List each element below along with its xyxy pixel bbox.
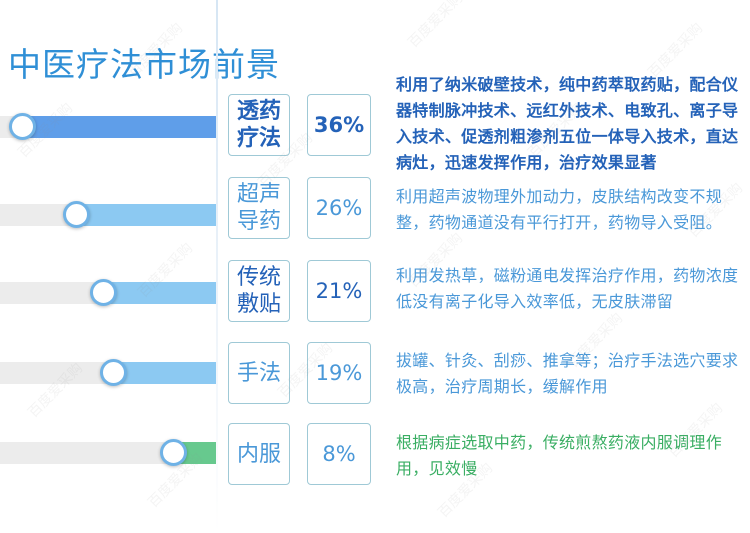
bar-knob xyxy=(160,439,187,466)
description-text: 利用了纳米破壁技术，纯中药萃取药贴，配合仪器特制脉冲技术、远红外技术、电致孔、离… xyxy=(396,75,739,172)
bar-track xyxy=(0,279,216,306)
bar-knob xyxy=(100,359,127,386)
category-name: 透药 疗法 xyxy=(236,99,281,151)
category-name: 手法 xyxy=(236,360,281,386)
category-name: 传统 敷贴 xyxy=(236,265,281,317)
bar-track xyxy=(0,359,216,386)
bar-knob xyxy=(63,201,90,228)
value-label: 8% xyxy=(307,423,371,485)
bar-fill xyxy=(76,204,216,226)
category-label: 传统 敷贴 xyxy=(228,260,290,322)
category-name: 内服 xyxy=(236,441,281,467)
bar-track xyxy=(0,201,216,228)
bar-fill xyxy=(103,282,216,304)
description-text: 根据病症选取中药，传统煎熬药液内服调理作用，见效慢 xyxy=(396,433,723,478)
description-text: 拔罐、针灸、刮痧、推拿等；治疗手法选穴要求极高，治疗周期长，缓解作用 xyxy=(396,351,739,396)
description-text: 利用发热草，磁粉通电发挥治疗作用，药物浓度低没有离子化导入效率低，无皮肤滞留 xyxy=(396,266,739,311)
value-label: 21% xyxy=(307,260,371,322)
description-text: 利用超声波物理外加动力，皮肤结构改变不规整，药物通道没有平行打开，药物导入受阻。 xyxy=(396,187,723,232)
category-label: 内服 xyxy=(228,423,290,485)
bar-fill xyxy=(113,362,216,384)
bar-knob xyxy=(90,279,117,306)
page-title: 中医疗法市场前景 xyxy=(8,45,280,84)
bar-track xyxy=(0,113,216,140)
category-name: 超声 导药 xyxy=(236,182,281,234)
category-label: 手法 xyxy=(228,342,290,404)
category-label: 透药 疗法 xyxy=(228,94,290,156)
value-label: 36% xyxy=(307,94,371,156)
bar-knob xyxy=(9,113,36,140)
bar-fill xyxy=(22,116,216,138)
value-label: 26% xyxy=(307,177,371,239)
divider-line xyxy=(216,0,218,533)
bar-track xyxy=(0,439,216,466)
category-label: 超声 导药 xyxy=(228,177,290,239)
watermark-text: 百度爱采购 xyxy=(405,0,467,52)
value-label: 19% xyxy=(307,342,371,404)
